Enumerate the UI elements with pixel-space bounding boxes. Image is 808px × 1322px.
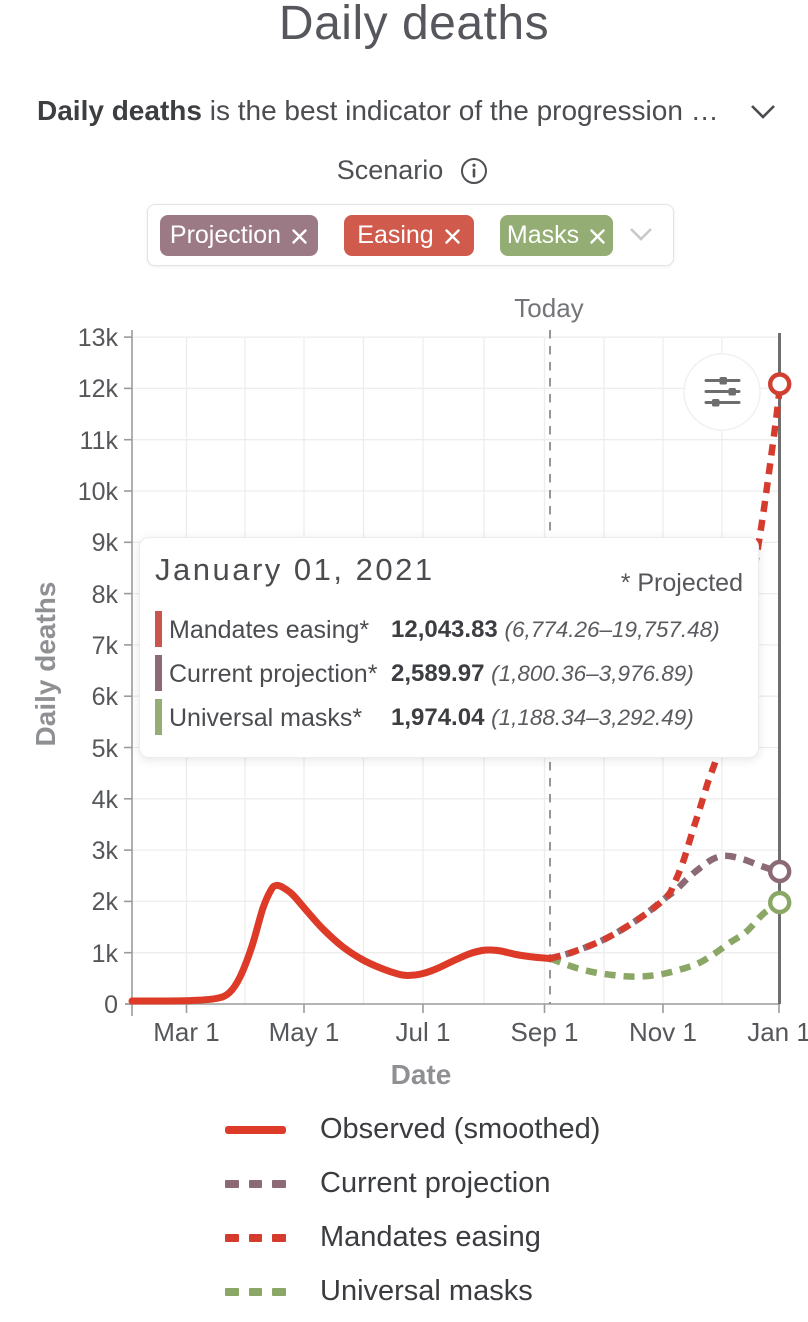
svg-text:Daily deaths: Daily deaths [30,582,61,747]
svg-text:Today: Today [514,293,583,323]
svg-text:2k: 2k [92,888,119,916]
svg-text:Jul 1: Jul 1 [396,1017,451,1047]
svg-text:8k: 8k [92,581,119,609]
svg-text:10k: 10k [78,478,119,506]
svg-text:6k: 6k [92,683,119,711]
svg-text:1k: 1k [92,940,119,968]
svg-text:12k: 12k [78,375,119,403]
svg-text:Sep 1: Sep 1 [511,1017,579,1047]
svg-text:5k: 5k [92,735,119,763]
svg-text:9k: 9k [92,529,119,557]
svg-text:May 1: May 1 [269,1017,340,1047]
svg-text:Mar 1: Mar 1 [153,1017,219,1047]
svg-text:7k: 7k [92,632,119,660]
svg-text:Date: Date [391,1059,452,1090]
svg-text:4k: 4k [92,786,119,814]
svg-text:13k: 13k [78,324,119,352]
svg-text:3k: 3k [92,837,119,865]
svg-text:Nov 1: Nov 1 [629,1017,697,1047]
svg-text:11k: 11k [80,427,119,455]
svg-text:Jan 1: Jan 1 [747,1017,808,1047]
svg-text:0: 0 [104,991,118,1019]
